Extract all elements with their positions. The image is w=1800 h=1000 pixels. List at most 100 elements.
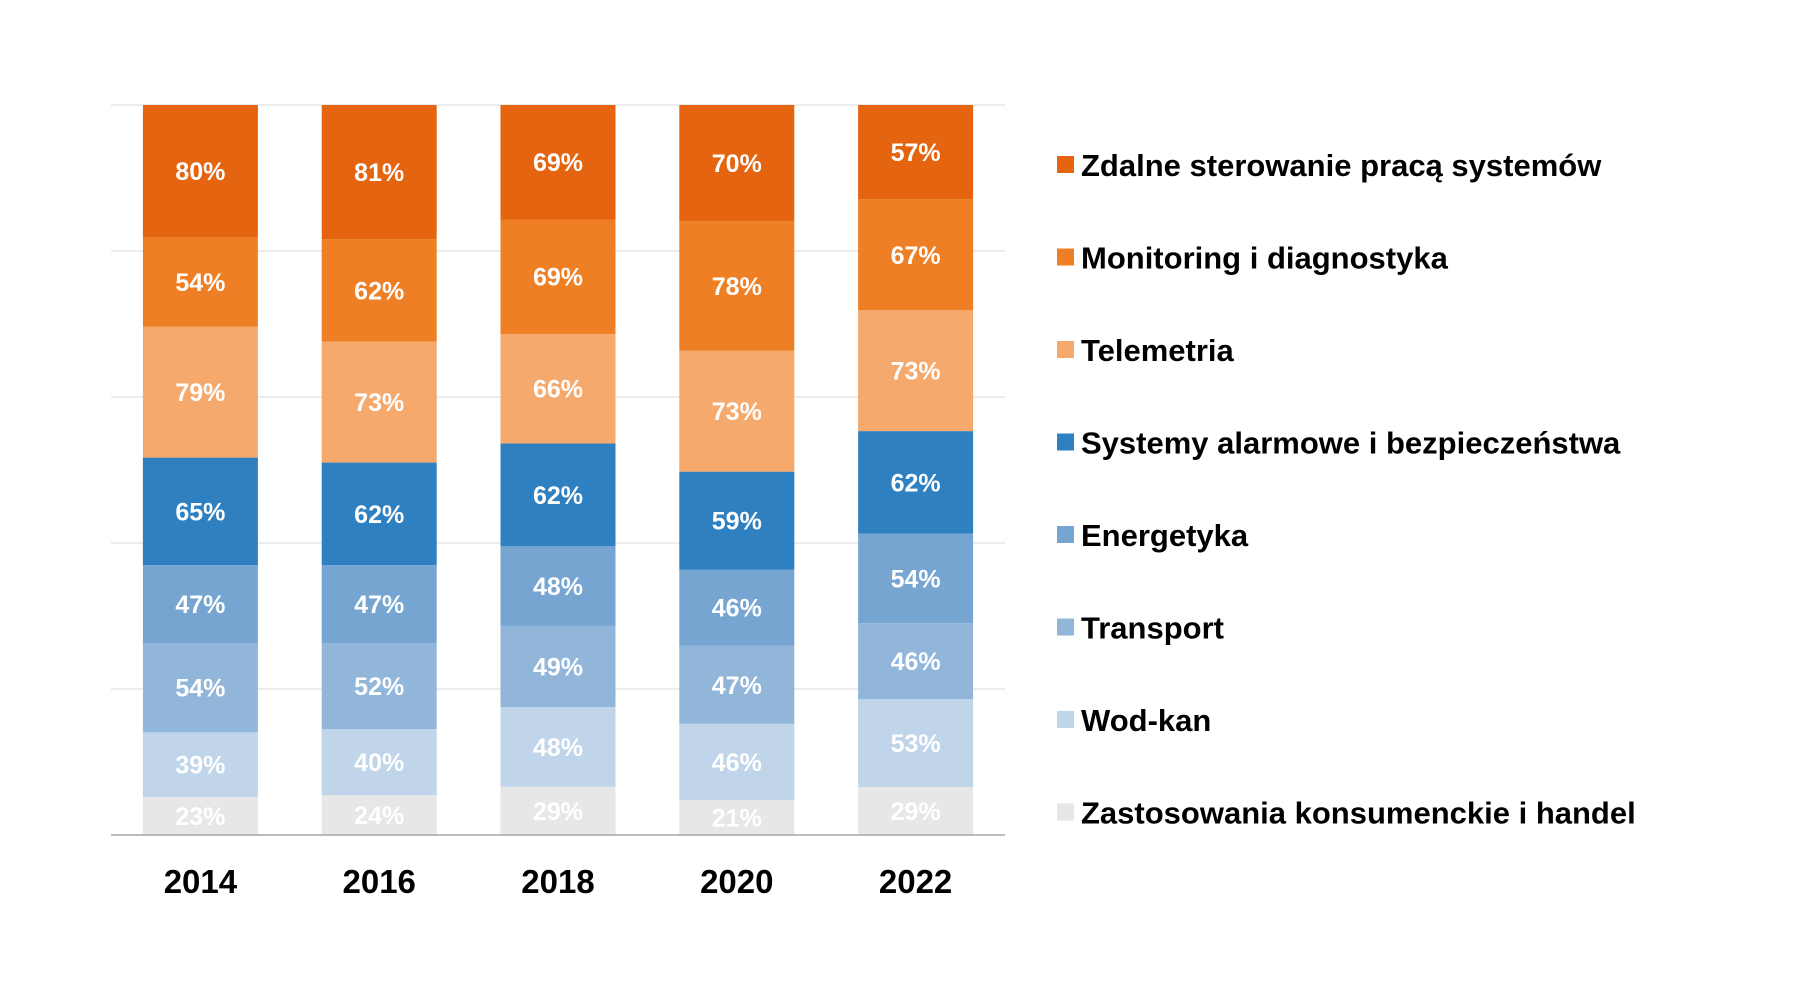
data-label: 62% [354, 277, 404, 305]
legend-label: Monitoring i diagnostyka [1081, 241, 1449, 276]
bar-segment [500, 105, 616, 220]
data-label: 47% [175, 591, 225, 619]
legend-label: Zdalne sterowanie pracą systemów [1081, 148, 1602, 183]
data-label: 47% [354, 591, 404, 619]
legend-swatch [1057, 526, 1074, 543]
data-label: 62% [354, 501, 404, 529]
bar-segment [679, 800, 795, 835]
bar-segment [142, 642, 258, 733]
data-label: 73% [712, 398, 762, 426]
x-tick-label: 2016 [342, 863, 415, 900]
x-tick-label: 2014 [164, 863, 238, 900]
data-label: 46% [891, 648, 941, 676]
legend-swatch [1057, 248, 1074, 266]
bar-segment [321, 341, 437, 463]
bar-segment [500, 625, 616, 708]
legend-label: Systemy alarmowe i bezpieczeństwa [1081, 426, 1621, 461]
data-label: 73% [891, 358, 941, 386]
bar-segment [321, 795, 437, 835]
bar-segment [500, 333, 616, 444]
bar-segment [858, 310, 974, 432]
x-axis: 2014 2016 2018 2020 2022 [111, 834, 1005, 900]
data-label: 46% [712, 595, 762, 623]
bar-segment [142, 237, 258, 327]
data-label: 70% [712, 150, 762, 178]
data-label: 46% [712, 749, 762, 777]
data-label: 62% [891, 469, 941, 497]
bar-segment [321, 462, 437, 566]
data-label: 79% [175, 379, 225, 407]
bar-segment [858, 199, 974, 311]
bar-segment [142, 326, 258, 458]
data-label: 78% [712, 273, 762, 301]
bar-segment [142, 796, 258, 835]
bars: 23% 39% 54% 47% 65% 79% 54% 80% 24% 40% 52% 47% 62% 7… [142, 105, 974, 835]
bar-segment [321, 642, 437, 730]
bar-segment [679, 221, 795, 351]
legend-swatch [1057, 618, 1074, 636]
legend-swatch [1057, 803, 1074, 821]
bar-segment [858, 105, 974, 200]
legend-swatch [1057, 341, 1074, 358]
data-label: 81% [354, 159, 404, 187]
bar-segment [858, 786, 974, 835]
data-label: 69% [533, 149, 583, 177]
data-label: 69% [533, 264, 583, 292]
data-label: 48% [533, 573, 583, 601]
bar-segment [858, 623, 974, 700]
bar-segment [679, 723, 795, 801]
bar-segment [679, 471, 795, 570]
data-label: 23% [175, 803, 225, 831]
legend-label: Transport [1081, 611, 1224, 646]
bar-segment [142, 457, 258, 566]
bar-segment [858, 533, 974, 624]
bar-segment [679, 105, 795, 222]
data-label: 65% [175, 498, 225, 526]
bar-segment [679, 569, 795, 646]
x-tick-label: 2022 [879, 863, 952, 900]
data-label: 49% [533, 654, 583, 682]
bar-segment [679, 645, 795, 724]
data-label: 29% [891, 798, 941, 826]
data-label: 54% [175, 675, 225, 703]
bar-segment [142, 732, 258, 797]
bar-segment [321, 239, 437, 342]
legend-label: Energetyka [1081, 518, 1249, 553]
bar-segment [321, 565, 437, 643]
bar-segment [500, 707, 616, 787]
bar-segment [142, 105, 258, 238]
bar-segment [500, 546, 616, 626]
legend-swatch [1057, 433, 1074, 451]
legend-label: Telemetria [1081, 333, 1235, 368]
bar-segment [321, 729, 437, 796]
x-tick-label: 2020 [700, 863, 773, 900]
bar-segment [321, 105, 437, 240]
bar-segment [500, 786, 616, 835]
legend-label: Zastosowania konsumenckie i handel [1081, 796, 1636, 831]
bar-segment [142, 565, 258, 643]
data-label: 53% [891, 730, 941, 758]
data-label: 57% [891, 139, 941, 167]
bar-segment [858, 699, 974, 787]
bar-segment [858, 431, 974, 534]
data-label: 24% [354, 802, 404, 830]
data-label: 66% [533, 376, 583, 404]
data-label: 29% [533, 798, 583, 826]
data-label: 80% [175, 158, 225, 186]
legend-swatch [1057, 156, 1074, 173]
data-label: 47% [712, 672, 762, 700]
legend-swatch [1057, 711, 1074, 728]
legend: Zdalne sterowanie pracą systemów Monitori… [1057, 148, 1636, 831]
data-label: 39% [175, 752, 225, 780]
data-label: 62% [533, 482, 583, 510]
bar-segment [500, 219, 616, 334]
data-label: 54% [175, 269, 225, 297]
bar-segment [679, 350, 795, 472]
legend-label: Wod-kan [1081, 703, 1211, 738]
x-tick-label: 2018 [521, 863, 594, 900]
bar-segment [500, 443, 616, 547]
data-label: 73% [354, 389, 404, 417]
data-label: 40% [354, 749, 404, 777]
data-label: 67% [891, 242, 941, 270]
